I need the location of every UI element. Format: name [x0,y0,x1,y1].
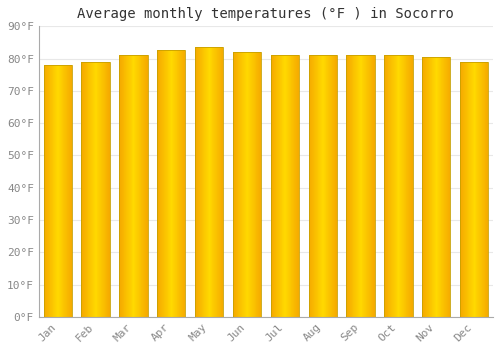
Bar [82,62,110,317]
Bar [157,50,186,317]
Bar [233,52,261,317]
Bar [44,65,72,317]
Bar [270,55,299,317]
Bar [195,47,224,317]
Bar [308,55,337,317]
Bar [346,55,375,317]
Bar [384,55,412,317]
Bar [119,55,148,317]
Title: Average monthly temperatures (°F ) in Socorro: Average monthly temperatures (°F ) in So… [78,7,454,21]
Bar [422,57,450,317]
Bar [460,62,488,317]
